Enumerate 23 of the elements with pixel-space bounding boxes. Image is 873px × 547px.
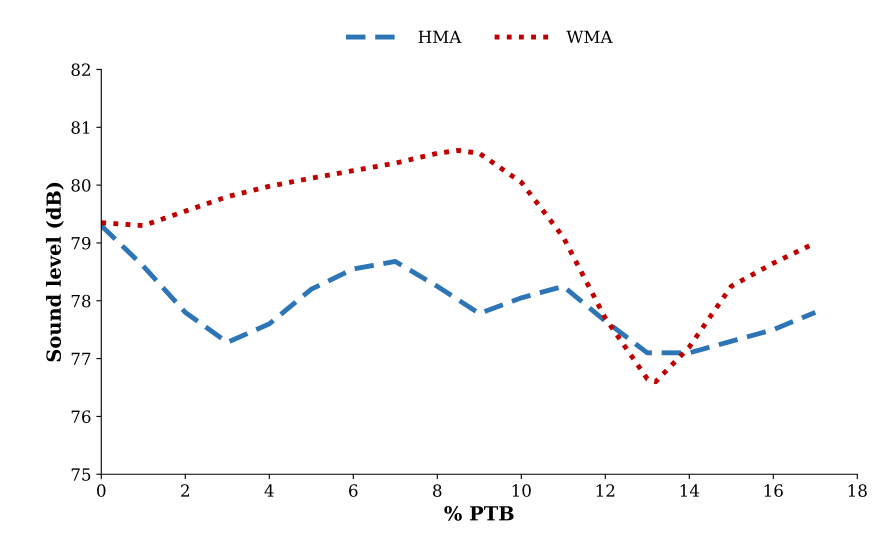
x-tick-label: 4 [264, 484, 274, 497]
legend-label: HMA [418, 30, 462, 43]
y-tick-label: 75 [72, 468, 90, 481]
x-axis-title: % PTB [444, 506, 514, 521]
y-tick-label: 80 [71, 179, 90, 192]
y-tick-label: 79 [72, 236, 90, 250]
line-series [101, 223, 818, 356]
x-tick-label: 2 [181, 484, 189, 497]
legend-label: WMA [566, 30, 613, 43]
y-axis-title: Sound level (dB) [46, 182, 64, 362]
y-tick-label: 78 [72, 294, 90, 308]
y-tick-label: 77 [72, 352, 90, 365]
y-tick-label: 76 [72, 410, 90, 423]
x-tick-label: 18 [848, 484, 867, 497]
y-tick-label: 82 [71, 63, 90, 76]
x-tick-label: 10 [512, 484, 531, 497]
x-tick-label: 12 [596, 484, 614, 497]
x-tick-label: 8 [433, 484, 442, 497]
y-tick-label: 81 [71, 121, 90, 134]
x-tick-label: 0 [97, 484, 106, 497]
x-tick-label: 14 [680, 484, 700, 497]
x-tick-label: 6 [349, 484, 358, 497]
x-tick-label: 16 [764, 484, 783, 497]
